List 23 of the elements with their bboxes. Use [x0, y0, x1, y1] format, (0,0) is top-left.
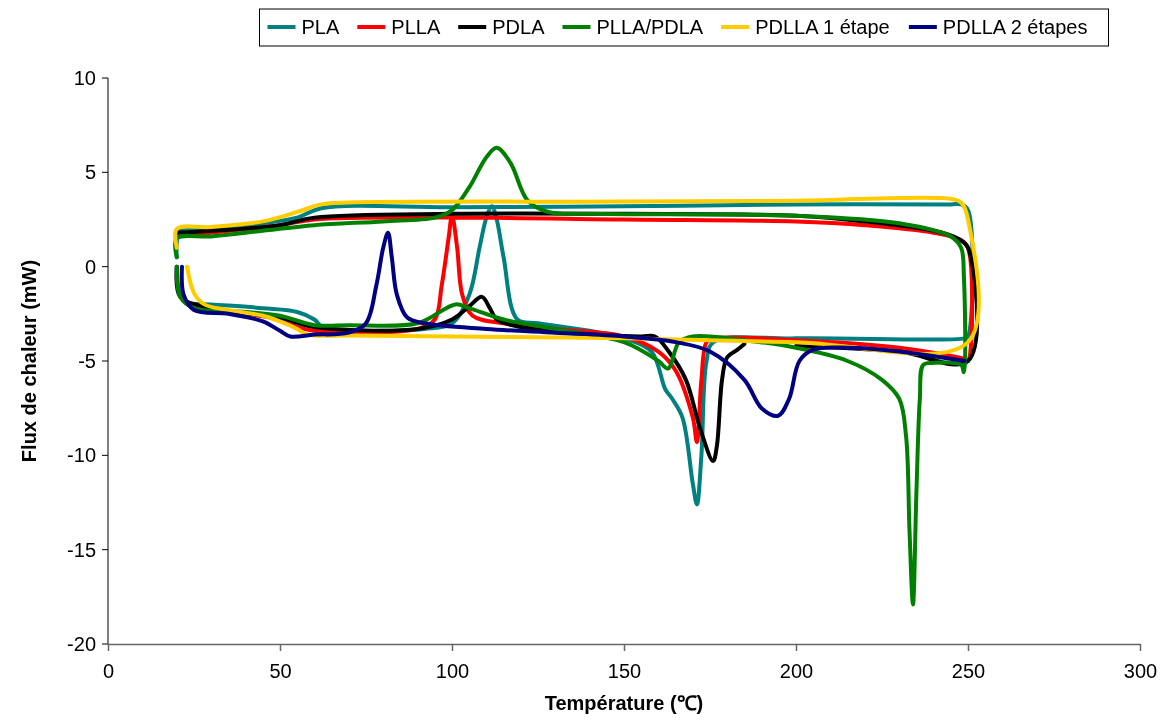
y-tick-label: 0 [84, 255, 96, 278]
legend-label: PLLA [391, 16, 441, 38]
line-series [179, 230, 967, 418]
x-tick-label: 150 [607, 660, 642, 683]
y-tick-label: -20 [67, 633, 96, 655]
x-axis-title: Température (℃) [544, 692, 704, 714]
legend-label: PDLA [492, 16, 546, 38]
y-tick-label: -10 [67, 444, 96, 467]
x-tick-label: 50 [269, 660, 292, 683]
x-tick-label: 250 [951, 660, 986, 683]
legend-label: PDLLA 1 étape [755, 16, 890, 38]
legend-label: PDLLA 2 étapes [942, 16, 1088, 38]
x-tick-label: 200 [779, 660, 814, 683]
legend-label: PLLA/PDLA [596, 16, 704, 38]
y-tick-label: -5 [78, 350, 96, 372]
x-tick-label: 0 [102, 660, 115, 683]
x-tick-label: 100 [435, 660, 470, 683]
x-tick-label: 300 [1123, 660, 1158, 683]
y-tick-label: 10 [73, 67, 96, 89]
legend-label: PLA [301, 16, 340, 38]
y-tick-label: 5 [84, 161, 96, 184]
y-axis-title: Flux de chaleur (mW) [18, 259, 40, 463]
y-tick-label: -15 [67, 538, 96, 561]
